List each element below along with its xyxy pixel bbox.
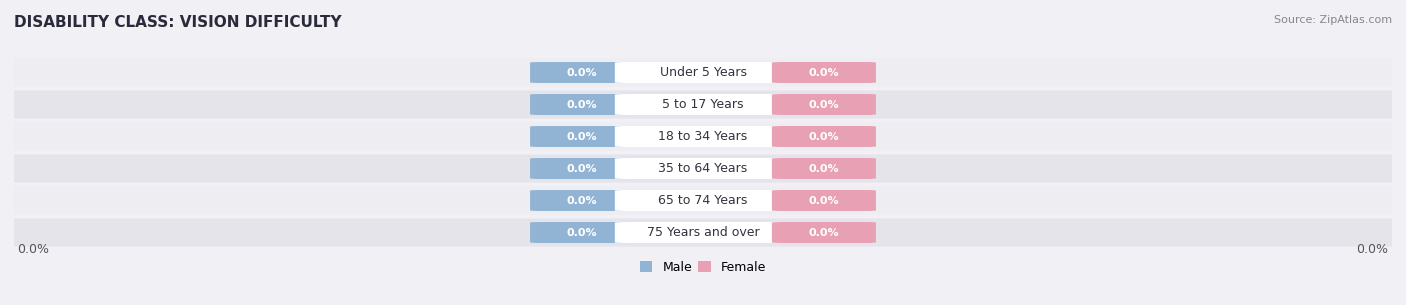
Text: 0.0%: 0.0%: [808, 131, 839, 142]
FancyBboxPatch shape: [530, 158, 634, 179]
FancyBboxPatch shape: [1, 59, 1405, 87]
Text: 18 to 34 Years: 18 to 34 Years: [658, 130, 748, 143]
FancyBboxPatch shape: [772, 126, 876, 147]
FancyBboxPatch shape: [1, 155, 1405, 182]
Text: 0.0%: 0.0%: [808, 163, 839, 174]
Text: 0.0%: 0.0%: [808, 228, 839, 238]
Text: 0.0%: 0.0%: [808, 196, 839, 206]
FancyBboxPatch shape: [1, 186, 1405, 214]
FancyBboxPatch shape: [772, 62, 876, 83]
FancyBboxPatch shape: [1, 218, 1405, 246]
FancyBboxPatch shape: [530, 62, 634, 83]
Text: 35 to 64 Years: 35 to 64 Years: [658, 162, 748, 175]
Text: 0.0%: 0.0%: [1357, 243, 1389, 256]
Text: 0.0%: 0.0%: [808, 67, 839, 77]
FancyBboxPatch shape: [772, 94, 876, 115]
FancyBboxPatch shape: [530, 222, 634, 243]
FancyBboxPatch shape: [530, 126, 634, 147]
Legend: Male, Female: Male, Female: [636, 256, 770, 279]
FancyBboxPatch shape: [614, 62, 792, 83]
FancyBboxPatch shape: [772, 190, 876, 211]
Text: 5 to 17 Years: 5 to 17 Years: [662, 98, 744, 111]
Text: Under 5 Years: Under 5 Years: [659, 66, 747, 79]
FancyBboxPatch shape: [772, 222, 876, 243]
Text: 0.0%: 0.0%: [567, 228, 598, 238]
FancyBboxPatch shape: [1, 91, 1405, 119]
Text: Source: ZipAtlas.com: Source: ZipAtlas.com: [1274, 15, 1392, 25]
Text: 0.0%: 0.0%: [567, 67, 598, 77]
FancyBboxPatch shape: [614, 94, 792, 115]
FancyBboxPatch shape: [1, 123, 1405, 150]
Text: 0.0%: 0.0%: [567, 131, 598, 142]
Text: 0.0%: 0.0%: [17, 243, 49, 256]
Text: 75 Years and over: 75 Years and over: [647, 226, 759, 239]
Text: 0.0%: 0.0%: [567, 196, 598, 206]
Text: 0.0%: 0.0%: [567, 163, 598, 174]
Text: DISABILITY CLASS: VISION DIFFICULTY: DISABILITY CLASS: VISION DIFFICULTY: [14, 15, 342, 30]
FancyBboxPatch shape: [614, 158, 792, 179]
FancyBboxPatch shape: [530, 190, 634, 211]
Text: 0.0%: 0.0%: [808, 99, 839, 109]
Text: 65 to 74 Years: 65 to 74 Years: [658, 194, 748, 207]
FancyBboxPatch shape: [772, 158, 876, 179]
FancyBboxPatch shape: [614, 222, 792, 243]
Text: 0.0%: 0.0%: [567, 99, 598, 109]
FancyBboxPatch shape: [614, 190, 792, 211]
FancyBboxPatch shape: [530, 94, 634, 115]
FancyBboxPatch shape: [614, 126, 792, 147]
